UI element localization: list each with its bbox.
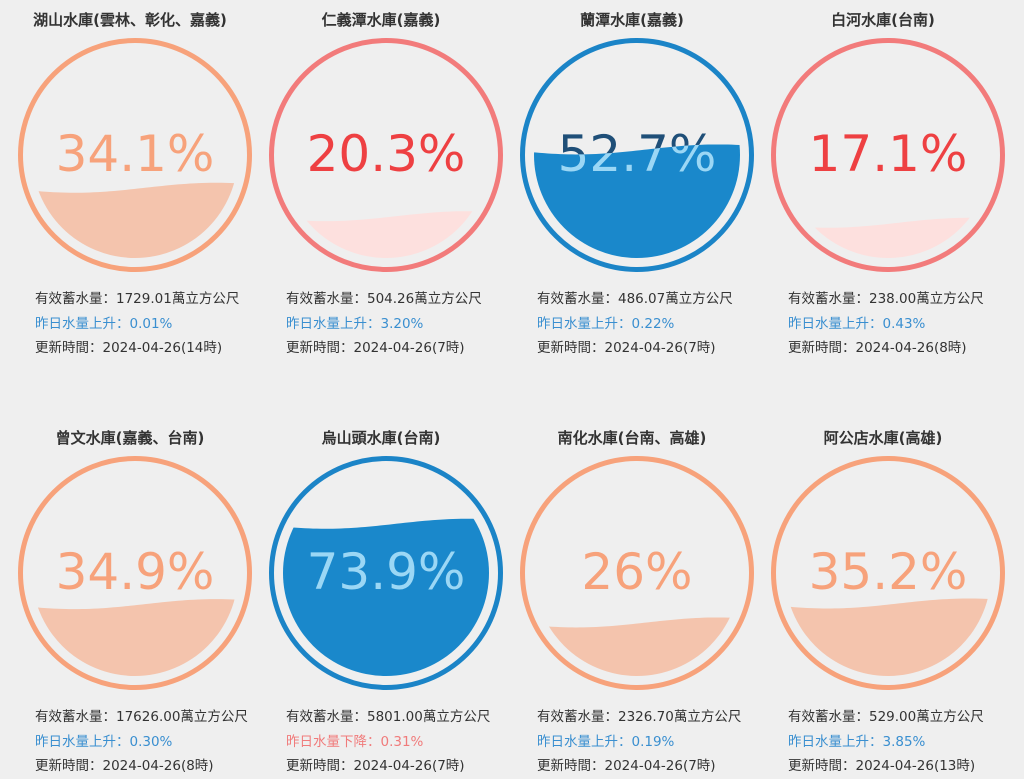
water-fill: [283, 518, 489, 676]
reservoir-title: 曾文水庫(嘉義、台南): [55, 429, 205, 447]
reservoir-stats: 有效蓄水量：238.00萬立方公尺 昨日水量上升：0.43% 更新時間：2024-0…: [788, 287, 1014, 361]
reservoir-card: 仁義潭水庫(嘉義) 20.3% 20.3% 有效蓄水量：504.26萬立方公尺 昨日水量…: [261, 0, 512, 779]
updated-time: 更新時間：2024-04-26(13時): [788, 758, 976, 774]
gauge-ring: [520, 456, 754, 690]
storage-value: 有效蓄水量：1729.01萬立方公尺: [35, 291, 240, 307]
percent-label: 17.1%: [809, 125, 968, 183]
reservoir-stats: 有效蓄水量：17626.00萬立方公尺 昨日水量上升：0.30% 更新時間：2024…: [35, 705, 261, 779]
water-fill: [534, 617, 740, 676]
storage-value: 有效蓄水量：486.07萬立方公尺: [537, 291, 733, 307]
updated-time: 更新時間：2024-04-26(7時): [537, 340, 716, 356]
reservoir-title: 阿公店水庫(高雄): [823, 429, 943, 447]
reservoir-title: 仁義潭水庫(嘉義): [321, 11, 441, 29]
updated-time: 更新時間：2024-04-26(14時): [35, 340, 223, 356]
water-fill: [534, 144, 740, 258]
reservoir-title: 湖山水庫(雲林、彰化、嘉義): [33, 11, 227, 29]
water-fill: [785, 598, 991, 676]
gauge-ring: [269, 38, 503, 272]
water-level-gauge: 17.1%17.1%: [771, 38, 1005, 272]
water-fill: [32, 599, 238, 676]
updated-time: 更新時間：2024-04-26(7時): [286, 340, 465, 356]
gauge-ring: [771, 456, 1005, 690]
trend-value: 昨日水量上升：3.85%: [788, 733, 926, 750]
reservoir-stats: 有效蓄水量：529.00萬立方公尺 昨日水量上升：3.85% 更新時間：2024-0…: [788, 705, 1014, 779]
water-level-gauge: 52.7%52.7%: [520, 38, 754, 272]
svg-text:73.9%: 73.9%: [307, 543, 466, 601]
percent-label: 34.1%: [56, 125, 215, 183]
percent-label: 26%: [581, 543, 692, 601]
reservoir-card: 烏山頭水庫(台南) 73.9%73.9% 有效蓄水量：5801.00萬立方公尺昨日水…: [261, 0, 512, 779]
trend-value: 昨日水量上升：0.43%: [788, 315, 926, 332]
storage-value: 有效蓄水量：17626.00萬立方公尺: [35, 709, 248, 725]
reservoir-card: 白河水庫(台南) 17.1% 17.1% 有效蓄水量：238.00萬立方公尺 昨日水量上…: [763, 0, 1014, 779]
trend-value: 昨日水量上升：0.22%: [537, 315, 675, 332]
reservoir-stats: 有效蓄水量：5801.00萬立方公尺 昨日水量下降：0.31% 更新時間：2024-…: [286, 705, 512, 779]
storage-value: 有效蓄水量：504.26萬立方公尺: [286, 291, 482, 307]
gauge-ring: [18, 456, 252, 690]
reservoir-title: 白河水庫(台南): [831, 11, 935, 29]
reservoir-stats: 有效蓄水量：486.07萬立方公尺 昨日水量上升：0.22% 更新時間：2024-0…: [537, 287, 763, 361]
reservoir-title: 烏山頭水庫(台南): [321, 429, 441, 447]
trend-value: 昨日水量下降：0.31%: [286, 733, 424, 750]
storage-value: 有效蓄水量：2326.70萬立方公尺: [537, 709, 742, 725]
reservoir-card: 曾文水庫(嘉義、台南) 34.9% 34.9% 有效蓄水量：17626.00萬立方公尺…: [10, 0, 261, 779]
storage-value: 有效蓄水量：529.00萬立方公尺: [788, 709, 984, 725]
trend-value: 昨日水量上升：0.01%: [35, 315, 173, 332]
water-level-gauge: 20.3%20.3%: [269, 38, 503, 272]
percent-label: 35.2%: [809, 543, 968, 601]
percent-label: 20.3%: [307, 125, 466, 183]
reservoir-title: 南化水庫(台南、高雄): [557, 429, 707, 447]
reservoir-stats: 有效蓄水量：504.26萬立方公尺 昨日水量上升：3.20% 更新時間：2024-0…: [286, 287, 512, 361]
reservoir-stats: 有效蓄水量：1729.01萬立方公尺 昨日水量上升：0.01% 更新時間：2024-…: [35, 287, 261, 361]
reservoir-grid: 湖山水庫(雲林、彰化、嘉義) 34.1% 34.1% 有效蓄水量：1729.01萬立方…: [10, 0, 1024, 779]
trend-value: 昨日水量上升：0.30%: [35, 733, 173, 750]
water-level-gauge: 35.2%35.2%: [771, 456, 1005, 690]
storage-value: 有效蓄水量：5801.00萬立方公尺: [286, 709, 491, 725]
reservoir-stats: 有效蓄水量：2326.70萬立方公尺 昨日水量上升：0.19% 更新時間：2024-…: [537, 705, 763, 779]
updated-time: 更新時間：2024-04-26(8時): [788, 340, 967, 356]
trend-value: 昨日水量上升：3.20%: [286, 315, 424, 332]
water-level-gauge: 73.9%73.9%: [269, 456, 503, 690]
percent-label: 34.9%: [56, 543, 215, 601]
gauge-ring: [18, 38, 252, 272]
gauge-ring: [269, 456, 503, 690]
updated-time: 更新時間：2024-04-26(7時): [537, 758, 716, 774]
reservoir-title: 蘭潭水庫(嘉義): [580, 11, 684, 29]
storage-value: 有效蓄水量：238.00萬立方公尺: [788, 291, 984, 307]
gauge-ring: [520, 38, 754, 272]
gauge-ring: [771, 38, 1005, 272]
reservoir-card: 阿公店水庫(高雄) 35.2% 35.2% 有效蓄水量：529.00萬立方公尺 昨日水量…: [763, 0, 1014, 779]
updated-time: 更新時間：2024-04-26(7時): [286, 758, 465, 774]
water-level-gauge: 26%26%: [520, 456, 754, 690]
trend-value: 昨日水量上升：0.19%: [537, 733, 675, 750]
reservoir-card: 南化水庫(台南、高雄) 26% 26% 有效蓄水量：2326.70萬立方公尺 昨日水量上…: [512, 0, 763, 779]
updated-time: 更新時間：2024-04-26(8時): [35, 758, 214, 774]
reservoir-card: 蘭潭水庫(嘉義) 52.7%52.7% 有效蓄水量：486.07萬立方公尺昨日水量上…: [512, 0, 763, 779]
reservoir-card: 湖山水庫(雲林、彰化、嘉義) 34.1% 34.1% 有效蓄水量：1729.01萬立方…: [10, 0, 261, 779]
water-level-gauge: 34.9%34.9%: [18, 456, 252, 690]
water-level-gauge: 34.1%34.1%: [18, 38, 252, 272]
